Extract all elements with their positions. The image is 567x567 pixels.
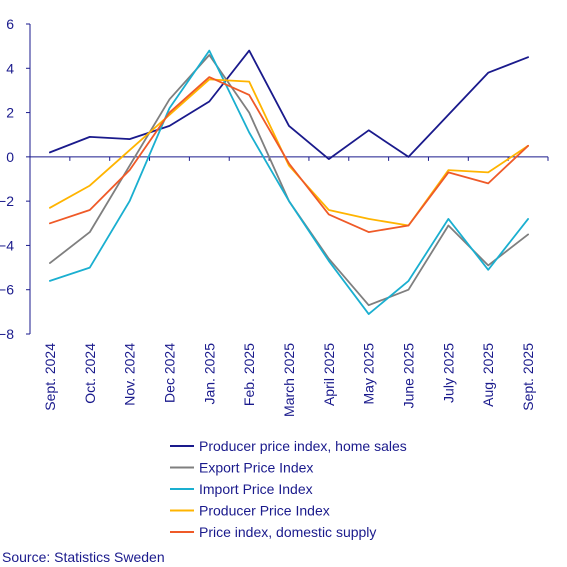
axes: 6 4 2 0 −2 −4 −6 −8 Sept. 2024 Oct. 2024 Nov. 2024… bbox=[0, 16, 549, 417]
x-tick-label: Oct. 2024 bbox=[82, 343, 98, 404]
legend: Producer price index, home sales Export P… bbox=[170, 438, 407, 540]
x-tick-label: Sept. 2024 bbox=[42, 343, 58, 411]
y-tick-label: 2 bbox=[6, 105, 14, 121]
series-line bbox=[49, 49, 529, 161]
x-tick-label: April 2025 bbox=[321, 343, 337, 406]
source-note: Source: Statistics Sweden bbox=[2, 549, 165, 565]
legend-label: Import Price Index bbox=[199, 481, 313, 497]
y-tick-label: 4 bbox=[6, 60, 14, 76]
series-lines bbox=[49, 49, 529, 316]
y-tick-label: −2 bbox=[0, 193, 14, 209]
series-line bbox=[49, 78, 529, 227]
x-tick-label: May 2025 bbox=[361, 343, 377, 405]
y-tick-label: −8 bbox=[0, 326, 14, 342]
y-tick-label: −4 bbox=[0, 237, 14, 253]
legend-label: Price index, domestic supply bbox=[199, 524, 376, 540]
legend-label: Export Price Index bbox=[199, 460, 313, 476]
series-line bbox=[49, 76, 529, 234]
series-line bbox=[49, 49, 529, 316]
legend-label: Producer Price Index bbox=[199, 503, 330, 519]
x-tick-label: March 2025 bbox=[281, 343, 297, 417]
x-tick-label: July 2025 bbox=[440, 343, 456, 403]
x-tick-label: Jan. 2025 bbox=[201, 343, 217, 405]
x-tick-label: Dec 2024 bbox=[161, 343, 177, 403]
y-tick-label: 6 bbox=[6, 16, 14, 32]
x-tick-label: Nov. 2024 bbox=[122, 343, 138, 406]
series-line bbox=[49, 54, 529, 307]
x-tick-label: Sept. 2025 bbox=[520, 343, 536, 411]
x-tick-label: Aug. 2025 bbox=[480, 343, 496, 407]
legend-label: Producer price index, home sales bbox=[199, 438, 407, 454]
y-tick-label: 0 bbox=[6, 149, 14, 165]
x-tick-label: Feb. 2025 bbox=[241, 343, 257, 406]
x-tick-label: June 2025 bbox=[401, 343, 417, 409]
y-tick-label: −6 bbox=[0, 282, 14, 298]
